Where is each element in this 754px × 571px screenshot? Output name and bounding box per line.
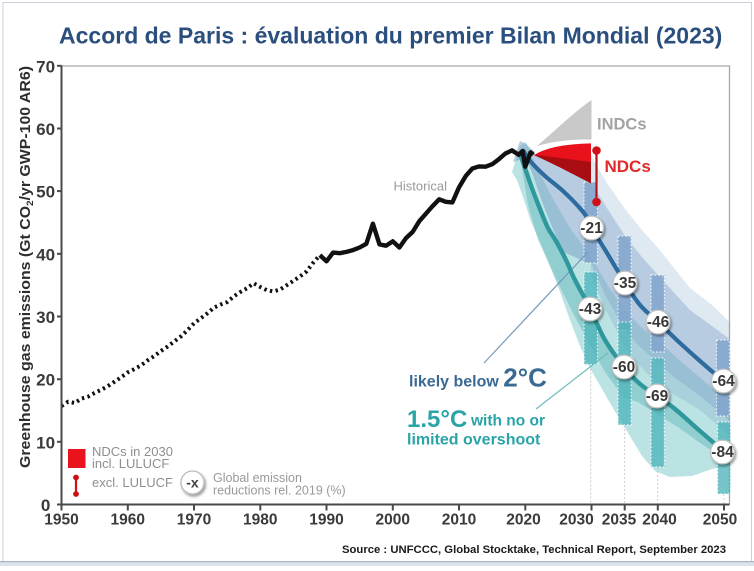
svg-text:1950: 1950	[44, 512, 78, 529]
svg-text:reductions rel. 2019 (%): reductions rel. 2019 (%)	[213, 484, 346, 498]
svg-text:Source : UNFCCC, Global Stockt: Source : UNFCCC, Global Stocktake, Techn…	[342, 544, 726, 556]
svg-text:1970: 1970	[177, 512, 211, 529]
svg-text:50: 50	[36, 183, 55, 202]
svg-text:2040: 2040	[642, 512, 676, 529]
svg-text:-46: -46	[647, 314, 670, 331]
svg-text:40: 40	[36, 245, 55, 264]
svg-text:Greenhouse gas emissions (Gt C: Greenhouse gas emissions (Gt CO2/yr GWP-…	[17, 66, 36, 468]
svg-text:10: 10	[36, 433, 55, 452]
svg-text:2035: 2035	[602, 512, 637, 529]
svg-text:1980: 1980	[243, 512, 277, 529]
svg-text:0: 0	[41, 496, 50, 515]
svg-text:-21: -21	[580, 220, 603, 237]
svg-text:INDCs: INDCs	[597, 116, 647, 134]
svg-text:-x: -x	[186, 475, 199, 491]
svg-text:-35: -35	[614, 275, 637, 292]
svg-text:2050: 2050	[703, 512, 737, 529]
svg-text:incl. LULUCF: incl. LULUCF	[92, 456, 169, 471]
svg-text:with no or: with no or	[470, 413, 545, 430]
svg-text:2030: 2030	[559, 512, 593, 529]
svg-text:-64: -64	[712, 373, 735, 390]
svg-text:2000: 2000	[376, 512, 410, 529]
svg-text:Historical: Historical	[394, 179, 448, 194]
svg-text:70: 70	[36, 57, 55, 76]
svg-text:1960: 1960	[111, 512, 145, 529]
svg-text:-84: -84	[711, 444, 734, 461]
svg-text:2020: 2020	[506, 512, 540, 529]
svg-text:60: 60	[36, 120, 55, 139]
svg-text:Global emission: Global emission	[213, 471, 302, 485]
svg-text:1.5°C: 1.5°C	[407, 406, 467, 433]
svg-text:1990: 1990	[309, 512, 343, 529]
svg-text:-69: -69	[646, 388, 669, 405]
svg-text:-43: -43	[579, 301, 602, 318]
svg-text:limited overshoot: limited overshoot	[407, 432, 541, 449]
svg-text:2010: 2010	[442, 512, 476, 529]
svg-text:20: 20	[36, 371, 55, 390]
svg-text:excl. LULUCF: excl. LULUCF	[92, 475, 173, 490]
svg-text:NDCs: NDCs	[605, 157, 651, 176]
svg-text:NDCs in 2030: NDCs in 2030	[92, 444, 173, 459]
svg-text:Accord de Paris : évaluation d: Accord de Paris : évaluation du premier …	[59, 23, 722, 49]
svg-text:-60: -60	[613, 359, 635, 376]
svg-text:30: 30	[36, 308, 55, 327]
